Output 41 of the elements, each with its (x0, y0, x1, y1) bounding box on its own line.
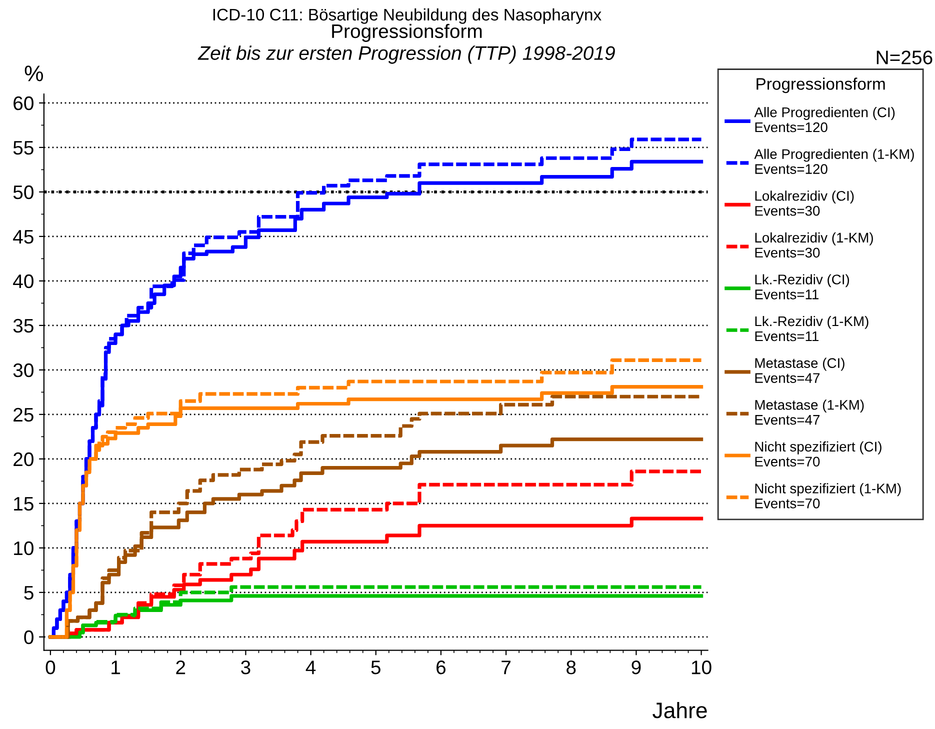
legend-label: Lokalrezidiv (1-KM) Events=30 (755, 232, 873, 258)
y-tick-label: 20 (14, 452, 34, 466)
legend-label: Metastase (1-KM) Events=47 (755, 400, 864, 425)
x-axis-title: Jahre (652, 702, 707, 718)
legend-title: Progressionsform (756, 78, 885, 94)
x-tick-label: 9 (632, 660, 641, 674)
x-tick-label: 8 (566, 660, 576, 674)
chart-subtitle: Zeit bis zur ersten Progression (TTP) 1998-2019 (198, 46, 615, 64)
legend-label: Lokalrezidiv (CI) Events=30 (755, 190, 854, 216)
x-tick-label: 2 (176, 660, 186, 674)
text: Progressionsform (332, 24, 482, 42)
legend-label: Lk.-Rezidiv (CI) Events=11 (755, 274, 850, 300)
legend-label: Alle Progredienten (1-KM) Events=120 (754, 148, 914, 174)
legend-label: Nicht spezifiziert (CI) Events=70 (755, 441, 882, 467)
legend-label: Alle Progredienten (CI) Events=120 (754, 107, 895, 132)
y-tick-label: 60 (14, 96, 34, 110)
y-tick-label: 5 (24, 586, 34, 600)
x-tick-label: 7 (502, 660, 510, 674)
y-tick-label: 55 (13, 141, 34, 155)
x-tick-label: 5 (371, 660, 380, 674)
y-tick-label: 0 (24, 630, 34, 644)
x-tick-label: 1 (112, 660, 120, 674)
x-tick-label: 10 (692, 660, 712, 674)
y-tick-label: 50 (13, 185, 34, 200)
legend-label: Lk.-Rezidiv (1-KM) Events=11 (755, 316, 868, 342)
y-tick-label: 10 (14, 541, 34, 556)
y-tick-label: 30 (13, 363, 34, 378)
y-axis-title: % (24, 66, 43, 82)
x-tick-label: 3 (241, 660, 250, 674)
x-tick-label: 4 (306, 660, 316, 674)
y-tick-label: 45 (13, 230, 34, 244)
x-tick-label: 6 (436, 660, 446, 674)
text: N=256 (876, 50, 932, 64)
y-tick-label: 40 (13, 274, 34, 288)
y-tick-label: 15 (14, 497, 34, 511)
legend-label: Nicht spezifiziert (1-KM) Events=70 (755, 483, 901, 508)
y-tick-label: 25 (14, 408, 34, 422)
legend-label: Metastase (CI) Events=47 (755, 358, 844, 383)
chart-title: ICD-10 C11: Bösartige Neubildung des Nasopharynx (213, 8, 602, 24)
y-tick-label: 35 (13, 318, 34, 333)
x-tick-label: 0 (46, 660, 56, 674)
